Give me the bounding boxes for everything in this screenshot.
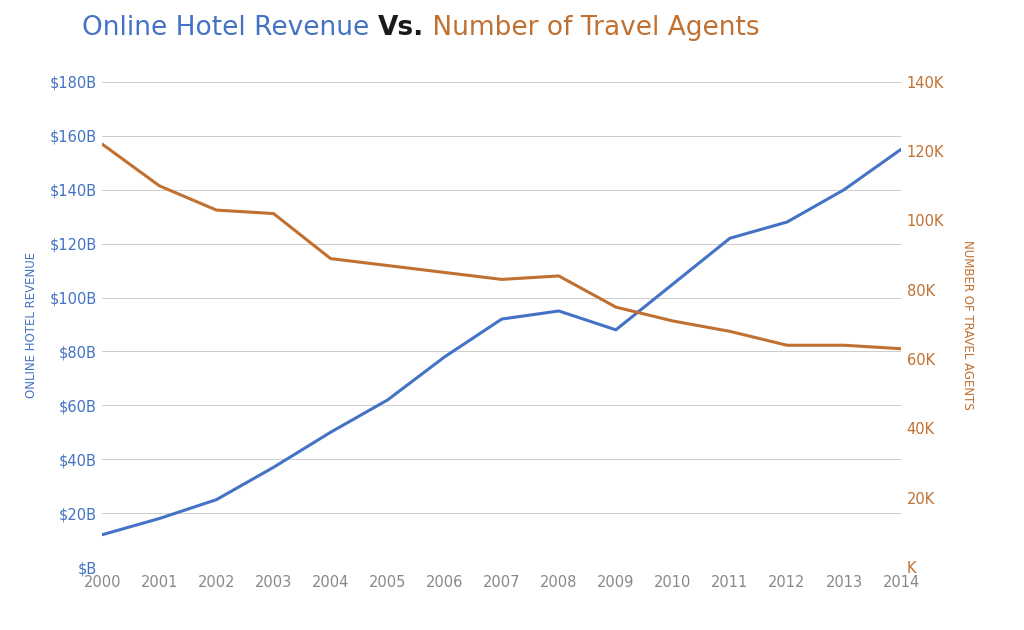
Text: Vs.: Vs.: [378, 15, 424, 41]
Text: Number of Travel Agents: Number of Travel Agents: [424, 15, 760, 41]
Text: Online Hotel Revenue: Online Hotel Revenue: [82, 15, 378, 41]
Y-axis label: NUMBER OF TRAVEL AGENTS: NUMBER OF TRAVEL AGENTS: [961, 239, 974, 410]
Y-axis label: ONLINE HOTEL REVENUE: ONLINE HOTEL REVENUE: [26, 251, 39, 398]
